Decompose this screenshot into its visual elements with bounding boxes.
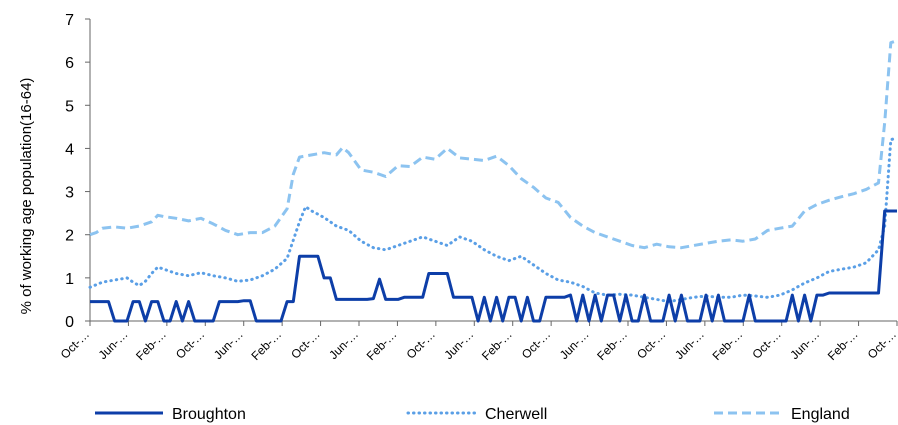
legend-label-broughton: Broughton [172, 406, 246, 423]
x-tick-label: Feb-… [594, 327, 630, 363]
series-line-broughton [90, 209, 897, 323]
x-tick-labels: Oct-… Jun-… Feb-… Oct-… Jun-… Feb-… Oct-… Jun-…… [58, 327, 898, 363]
x-tick-label: Jun-… [96, 327, 131, 362]
series-line-cherwell [88, 136, 898, 304]
x-tick-label: Jun-… [787, 327, 822, 362]
y-tick-label: 3 [65, 185, 74, 202]
x-tick-label: Oct-… [173, 327, 207, 361]
x-tick-label: Jun-… [442, 327, 477, 362]
x-tick-label: Oct-… [865, 327, 898, 361]
y-tick-label: 7 [65, 12, 74, 29]
series-line-england [89, 39, 898, 250]
y-axis-label: % of working age population(16-64) [18, 78, 35, 315]
x-tick-label: Feb-… [248, 327, 284, 363]
x-tick-label: Feb-… [364, 327, 400, 363]
legend-label-cherwell: Cherwell [485, 406, 547, 423]
x-tick-label: Jun-… [211, 327, 246, 362]
y-tick-label: 5 [65, 98, 74, 115]
x-tick-label: Oct-… [58, 327, 92, 361]
x-tick-label: Oct-… [404, 327, 438, 361]
y-tick-label: 2 [65, 228, 74, 245]
x-tick-label: Oct-… [519, 327, 553, 361]
legend: Broughton Cherwell England [95, 406, 850, 423]
x-tick-label: Feb-… [133, 327, 169, 363]
series-lines [88, 39, 898, 323]
legend-label-england: England [791, 406, 850, 423]
x-tick-label: Oct-… [749, 327, 783, 361]
y-tick-label: 1 [65, 271, 74, 288]
y-tick-label: 0 [65, 314, 74, 331]
x-tick-label: Feb-… [479, 327, 515, 363]
y-tick-label: 4 [65, 141, 74, 158]
x-tick-label: Feb-… [710, 327, 746, 363]
axes [85, 18, 898, 326]
y-tick-label: 6 [65, 55, 74, 72]
x-tick-label: Jun-… [557, 327, 592, 362]
x-tick-label: Oct-… [288, 327, 322, 361]
x-tick-label: Feb-… [825, 327, 861, 363]
x-tick-label: Jun-… [326, 327, 361, 362]
x-tick-label: Jun-… [672, 327, 707, 362]
x-tick-label: Oct-… [634, 327, 668, 361]
y-tick-labels: 0 1 2 3 4 5 6 7 [65, 12, 74, 331]
